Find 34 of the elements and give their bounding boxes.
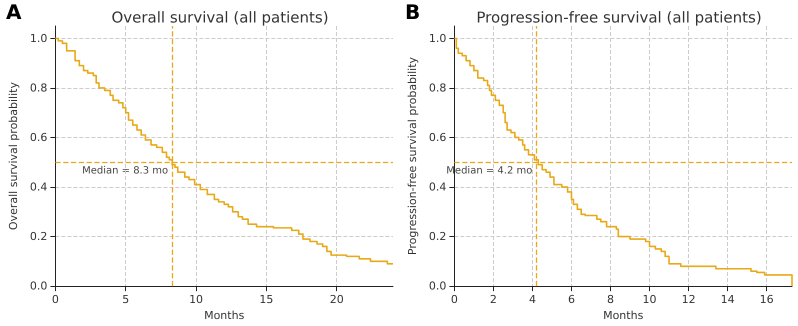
- x-tick-label: 10: [189, 293, 204, 306]
- y-tick-label: 0.2: [428, 230, 446, 244]
- y-tick-label: 0.4: [428, 180, 446, 194]
- x-tick-label: 0: [52, 293, 59, 306]
- text: A: [6, 0, 22, 24]
- x-tick-label: 20: [330, 293, 344, 306]
- x-tick-label: 15: [259, 293, 274, 306]
- y-axis-title: Progression-free survival probability: [406, 56, 419, 256]
- y-tick-label: 0.2: [30, 230, 48, 244]
- x-tick-label: 14: [720, 293, 735, 306]
- text: B: [405, 0, 420, 24]
- x-tick-label: 16: [760, 293, 774, 306]
- y-tick-label: 0.8: [428, 81, 446, 94]
- x-tick-label: 12: [682, 293, 696, 306]
- y-tick-label: 0.8: [30, 81, 48, 94]
- y-tick-label: 0.0: [428, 280, 446, 293]
- x-tick-label: 6: [568, 293, 575, 306]
- x-axis-title: Months: [204, 309, 245, 322]
- y-tick-label: 0.4: [30, 180, 48, 194]
- y-tick-label: 1.0: [30, 32, 48, 45]
- x-tick-label: 5: [122, 293, 130, 306]
- chart-title: Progression-free survival (all patients): [476, 8, 762, 26]
- x-tick-label: 10: [642, 293, 657, 306]
- x-tick-label: 2: [490, 293, 497, 306]
- y-tick-label: 1.0: [428, 32, 446, 45]
- y-tick-label: 0.6: [428, 130, 446, 144]
- y-tick-label: 0.6: [30, 130, 48, 144]
- y-axis-title: Overall survival probability: [7, 82, 20, 230]
- x-tick-label: 0: [450, 293, 458, 306]
- x-tick-label: 8: [607, 293, 614, 306]
- y-tick-label: 0.0: [30, 280, 48, 293]
- chart-title: Overall survival (all patients): [111, 8, 329, 26]
- x-tick-label: 4: [528, 293, 536, 306]
- x-axis-title: Months: [603, 309, 644, 322]
